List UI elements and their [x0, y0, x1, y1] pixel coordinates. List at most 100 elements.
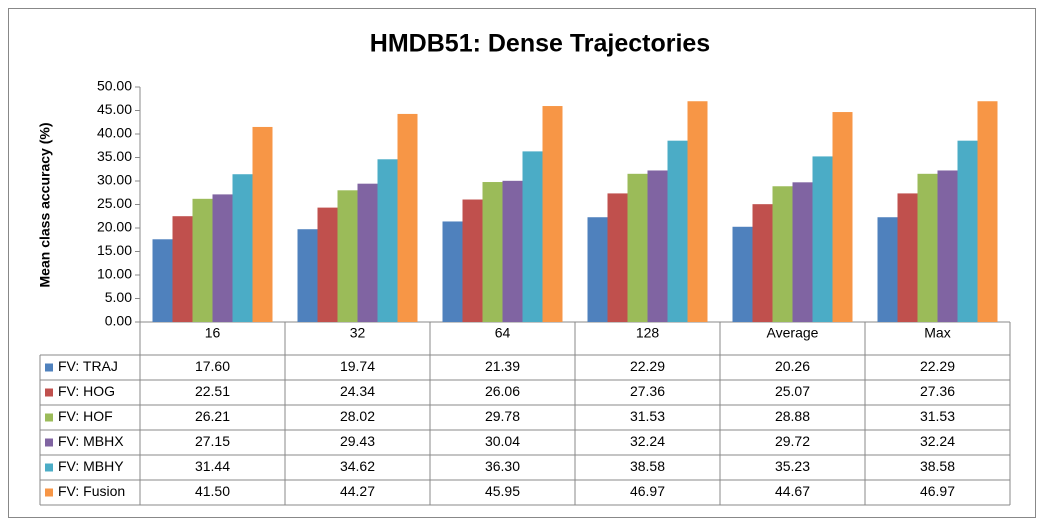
bar — [832, 112, 853, 323]
table-value: 22.51 — [195, 383, 230, 399]
y-tick-label: 5.00 — [105, 289, 132, 305]
bar — [732, 226, 753, 322]
bar — [232, 174, 253, 322]
bar — [977, 101, 998, 322]
bar — [877, 217, 898, 322]
bar — [482, 182, 503, 322]
legend-label: FV: MBHY — [58, 458, 124, 474]
legend-label: FV: HOG — [58, 383, 115, 399]
legend-label: FV: HOF — [58, 408, 113, 424]
table-value: 35.23 — [775, 458, 810, 474]
bar — [462, 199, 483, 322]
y-tick-label: 10.00 — [97, 266, 132, 282]
table-value: 28.88 — [775, 408, 810, 424]
table-value: 45.95 — [485, 483, 520, 499]
bar — [522, 151, 543, 322]
bar — [647, 170, 668, 322]
y-tick-label: 45.00 — [97, 101, 132, 117]
table-value: 41.50 — [195, 483, 230, 499]
table-value: 26.21 — [195, 408, 230, 424]
table-value: 28.02 — [340, 408, 375, 424]
table-value: 38.58 — [920, 458, 955, 474]
table-value: 32.24 — [920, 433, 955, 449]
bar — [297, 229, 318, 322]
table-value: 38.58 — [630, 458, 665, 474]
bar — [792, 182, 813, 322]
bar — [542, 106, 563, 322]
bar — [587, 217, 608, 322]
table-value: 22.29 — [920, 358, 955, 374]
table-value: 21.39 — [485, 358, 520, 374]
bar — [252, 126, 273, 322]
x-tick-label: Average — [767, 325, 819, 341]
chart-title: HMDB51: Dense Trajectories — [370, 30, 710, 58]
y-tick-label: 30.00 — [97, 172, 132, 188]
table-value: 44.27 — [340, 483, 375, 499]
bar — [957, 140, 978, 322]
y-tick-label: 0.00 — [105, 313, 132, 329]
legend-swatch — [45, 363, 53, 372]
y-axis-label: Mean class accuracy (%) — [37, 123, 53, 288]
table-value: 46.97 — [630, 483, 665, 499]
table-value: 29.78 — [485, 408, 520, 424]
legend-swatch — [45, 413, 53, 422]
table-value: 31.53 — [920, 408, 955, 424]
bar — [317, 207, 338, 322]
table-value: 44.67 — [775, 483, 810, 499]
x-tick-label: 128 — [636, 325, 660, 341]
table-value: 29.72 — [775, 433, 810, 449]
x-tick-label: 32 — [350, 325, 366, 341]
bar — [607, 193, 628, 322]
legend-swatch — [45, 388, 53, 397]
bar — [152, 239, 173, 322]
table-value: 31.53 — [630, 408, 665, 424]
table-value: 27.15 — [195, 433, 230, 449]
table-value: 27.36 — [630, 383, 665, 399]
bar — [212, 194, 233, 322]
bar — [337, 190, 358, 322]
table-value: 20.26 — [775, 358, 810, 374]
bar — [937, 170, 958, 322]
table-value: 25.07 — [775, 383, 810, 399]
bar — [752, 204, 773, 322]
x-tick-label: 16 — [205, 325, 221, 341]
table-value: 22.29 — [630, 358, 665, 374]
table-value: 31.44 — [195, 458, 230, 474]
bar — [772, 186, 793, 322]
table-value: 26.06 — [485, 383, 520, 399]
table-value: 24.34 — [340, 383, 375, 399]
bar — [397, 113, 418, 322]
bar — [357, 183, 378, 322]
bar — [502, 180, 523, 322]
table-value: 27.36 — [920, 383, 955, 399]
bar — [812, 156, 833, 322]
table-value: 29.43 — [340, 433, 375, 449]
bar — [667, 140, 688, 322]
table-value: 30.04 — [485, 433, 520, 449]
legend-label: FV: MBHX — [58, 433, 124, 449]
bar — [687, 101, 708, 322]
table-value: 36.30 — [485, 458, 520, 474]
x-tick-label: Max — [924, 325, 950, 341]
table-value: 32.24 — [630, 433, 665, 449]
y-tick-label: 20.00 — [97, 219, 132, 235]
bar — [377, 159, 398, 322]
table-value: 17.60 — [195, 358, 230, 374]
bar — [442, 221, 463, 322]
x-tick-label: 64 — [495, 325, 511, 341]
y-tick-label: 50.00 — [97, 78, 132, 94]
y-tick-label: 40.00 — [97, 125, 132, 141]
legend-label: FV: TRAJ — [58, 358, 118, 374]
bar — [917, 173, 938, 322]
table-value: 19.74 — [340, 358, 375, 374]
bar — [627, 173, 648, 322]
bar — [192, 198, 213, 322]
table-value: 34.62 — [340, 458, 375, 474]
bar — [897, 193, 918, 322]
y-tick-label: 25.00 — [97, 195, 132, 211]
y-tick-label: 35.00 — [97, 148, 132, 164]
legend-label: FV: Fusion — [58, 483, 125, 499]
legend-swatch — [45, 463, 53, 472]
table-value: 46.97 — [920, 483, 955, 499]
